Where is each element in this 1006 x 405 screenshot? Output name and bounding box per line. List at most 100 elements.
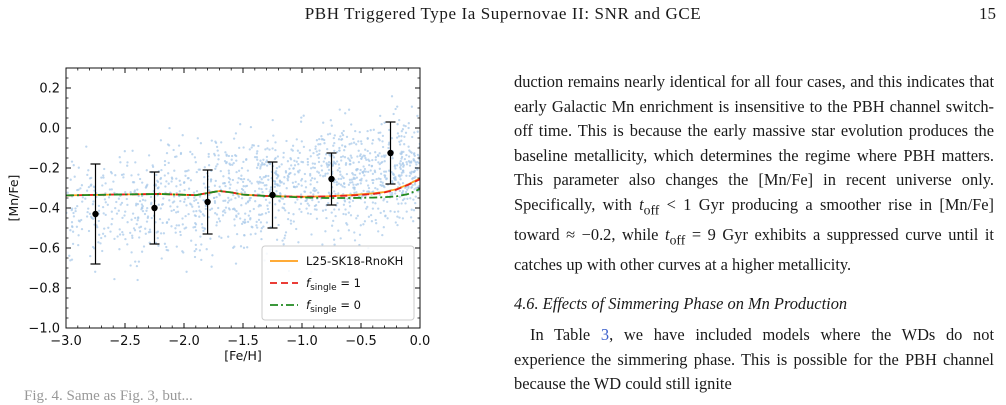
star-point bbox=[103, 167, 106, 171]
star-point bbox=[315, 139, 319, 142]
star-point bbox=[409, 197, 412, 200]
star-point bbox=[369, 169, 372, 172]
star-point bbox=[230, 154, 234, 158]
star-point bbox=[324, 208, 327, 212]
star-point bbox=[305, 207, 308, 210]
star-point bbox=[192, 210, 195, 213]
star-point bbox=[172, 208, 176, 212]
star-point bbox=[130, 251, 133, 254]
star-point bbox=[112, 180, 115, 183]
star-point bbox=[341, 133, 345, 137]
star-point bbox=[189, 202, 192, 205]
star-point bbox=[313, 208, 317, 211]
star-point bbox=[215, 195, 218, 199]
math-sub: off bbox=[643, 202, 660, 218]
star-point bbox=[273, 180, 276, 183]
star-point bbox=[245, 158, 248, 162]
star-point bbox=[286, 177, 289, 180]
x-tick-label: −2.5 bbox=[109, 334, 141, 349]
star-point bbox=[314, 145, 317, 148]
star-point bbox=[175, 211, 178, 214]
star-point bbox=[340, 159, 343, 162]
star-point bbox=[335, 160, 339, 163]
star-point bbox=[169, 191, 172, 194]
star-point bbox=[377, 154, 380, 158]
table-ref-link[interactable]: 3 bbox=[600, 324, 610, 344]
star-point bbox=[305, 199, 308, 202]
star-point bbox=[76, 204, 79, 208]
star-point bbox=[318, 152, 321, 156]
star-point bbox=[390, 191, 394, 195]
series-line bbox=[66, 188, 420, 199]
star-point bbox=[69, 229, 72, 232]
star-point bbox=[347, 108, 351, 111]
star-point bbox=[408, 174, 411, 178]
star-point bbox=[110, 223, 113, 226]
star-point bbox=[294, 180, 297, 184]
star-point bbox=[389, 193, 392, 197]
star-point bbox=[409, 216, 413, 219]
star-point bbox=[137, 173, 140, 176]
star-point bbox=[131, 212, 135, 215]
star-point bbox=[124, 237, 127, 241]
star-point bbox=[332, 238, 336, 241]
star-point bbox=[85, 215, 89, 218]
star-point bbox=[356, 214, 359, 217]
x-tick-label: −2.0 bbox=[168, 334, 200, 349]
star-point bbox=[296, 149, 300, 152]
star-point bbox=[406, 197, 409, 200]
star-point bbox=[236, 181, 239, 184]
star-point bbox=[242, 160, 245, 164]
star-point bbox=[126, 221, 129, 224]
figure-caption-fragment: Fig. 4. Same as Fig. 3, but... bbox=[24, 388, 193, 404]
star-point bbox=[342, 129, 345, 133]
star-point bbox=[377, 230, 380, 233]
star-point bbox=[70, 208, 73, 212]
star-point bbox=[403, 157, 407, 161]
star-point bbox=[303, 190, 306, 193]
star-point bbox=[100, 236, 103, 240]
star-point bbox=[244, 202, 248, 205]
star-point bbox=[338, 146, 341, 150]
star-point bbox=[392, 173, 395, 176]
star-point bbox=[337, 163, 341, 166]
star-point bbox=[171, 177, 174, 180]
star-point bbox=[90, 183, 93, 186]
star-point bbox=[98, 233, 101, 236]
star-point bbox=[204, 186, 207, 189]
star-point bbox=[326, 165, 329, 169]
star-point bbox=[97, 204, 101, 208]
star-point bbox=[235, 214, 238, 217]
star-point bbox=[285, 139, 288, 143]
star-point bbox=[100, 176, 103, 179]
star-point bbox=[134, 161, 137, 164]
star-point bbox=[395, 198, 399, 201]
math-var: t bbox=[639, 194, 644, 214]
tick-layer: −3.0 −2.5 −2.0 −1.5 −1.0 −0.5 0.0 0.2 0.0 −0.2 −0.… bbox=[28, 67, 430, 349]
star-point bbox=[141, 198, 145, 202]
star-point bbox=[345, 135, 349, 139]
star-point bbox=[359, 140, 363, 143]
star-point bbox=[194, 229, 198, 232]
star-point bbox=[148, 228, 152, 231]
star-point bbox=[416, 114, 419, 118]
star-point bbox=[341, 175, 344, 178]
y-tick-label: 0.0 bbox=[39, 122, 60, 137]
star-point bbox=[349, 154, 352, 157]
star-point bbox=[350, 178, 353, 181]
star-point bbox=[173, 155, 177, 159]
star-point bbox=[261, 191, 264, 194]
star-point bbox=[382, 226, 385, 229]
star-point bbox=[220, 141, 223, 144]
star-point bbox=[384, 214, 387, 217]
star-point bbox=[278, 184, 281, 187]
star-point bbox=[327, 164, 331, 167]
star-point bbox=[371, 178, 374, 182]
star-point bbox=[297, 156, 300, 160]
star-point bbox=[246, 220, 250, 224]
star-point bbox=[248, 199, 251, 202]
star-point bbox=[143, 212, 147, 216]
star-point bbox=[307, 204, 311, 207]
star-point bbox=[325, 163, 329, 166]
star-point bbox=[409, 171, 412, 174]
